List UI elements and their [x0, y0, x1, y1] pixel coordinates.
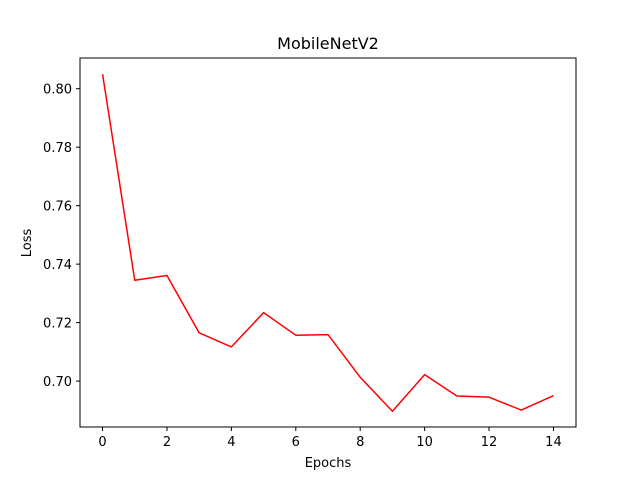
x-tick-label: 8 — [356, 435, 364, 450]
plot-background — [80, 58, 576, 427]
y-tick-label: 0.70 — [43, 375, 72, 390]
x-tick-label: 6 — [292, 435, 300, 450]
y-tick-label: 0.74 — [43, 258, 72, 273]
x-tick-label: 10 — [416, 435, 433, 450]
series-layer — [101, 73, 554, 412]
x-tick-label: 0 — [98, 435, 106, 450]
y-tick-label: 0.80 — [43, 83, 72, 98]
y-axis-label: Loss — [20, 229, 35, 258]
series-line — [101, 73, 554, 412]
x-tick-label: 14 — [545, 435, 562, 450]
ticks-layer: 0 2 4 6 8 10 12 14 0.70 0.72 0.74 0.76 0.78 0.80 — [43, 83, 562, 450]
y-tick-label: 0.78 — [43, 141, 72, 156]
x-tick-label: 2 — [163, 435, 171, 450]
x-tick-label: 12 — [481, 435, 498, 450]
x-axis-label: Epochs — [305, 456, 352, 471]
chart-title: MobileNetV2 — [277, 34, 379, 53]
x-tick-label: 4 — [227, 435, 235, 450]
y-tick-label: 0.72 — [43, 317, 72, 332]
y-tick-label: 0.76 — [43, 200, 72, 215]
plot-frame — [79, 57, 577, 428]
